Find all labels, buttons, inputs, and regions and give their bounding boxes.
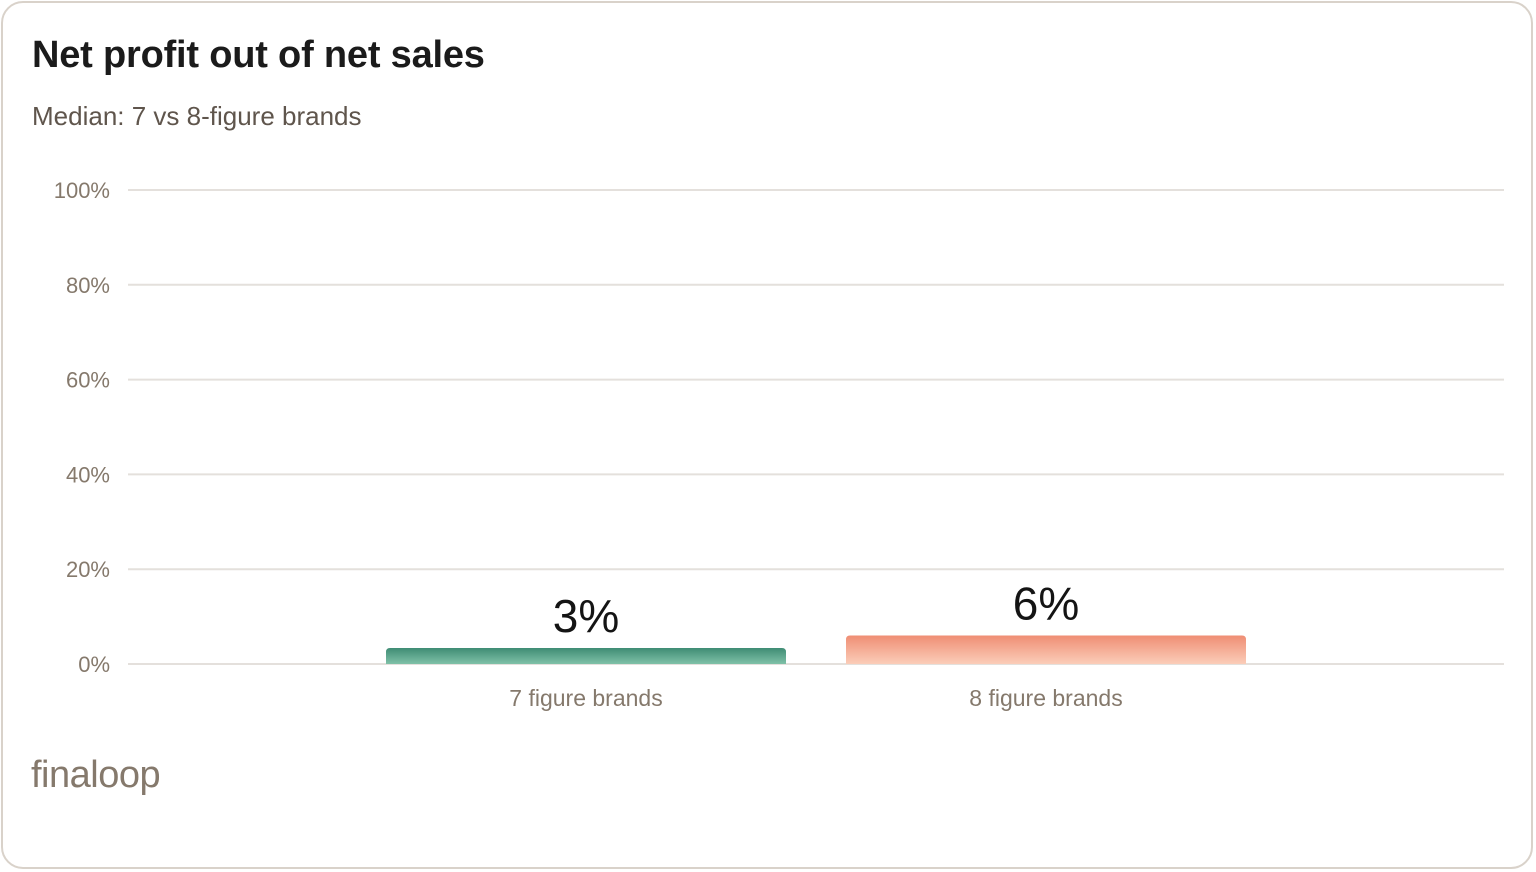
finaloop-logo: finaloop — [31, 744, 161, 796]
x-tick-label: 7 figure brands — [509, 685, 662, 711]
logo-text: finaloop — [31, 754, 161, 796]
chart-title: Net profit out of net sales — [32, 34, 485, 76]
x-tick-label: 8 figure brands — [969, 685, 1122, 711]
value-labels: 3% 6% — [553, 578, 1079, 642]
bar-value-label: 6% — [1013, 578, 1079, 630]
y-tick-label: 80% — [66, 273, 110, 298]
x-axis-ticks: 7 figure brands 8 figure brands — [509, 685, 1122, 711]
chart-subtitle: Median: 7 vs 8-figure brands — [32, 101, 362, 131]
gridlines — [128, 189, 1504, 665]
y-tick-label: 20% — [66, 557, 110, 582]
bar-eight-figure-brands — [846, 635, 1246, 664]
y-tick-label: 60% — [66, 368, 110, 393]
y-axis-ticks: 0% 20% 40% 60% 80% 100% — [54, 178, 110, 677]
bar-value-label: 3% — [553, 590, 619, 642]
y-tick-label: 40% — [66, 462, 110, 487]
bar-seven-figure-brands — [386, 648, 786, 664]
bars — [386, 635, 1246, 664]
y-tick-label: 100% — [54, 178, 110, 203]
y-tick-label: 0% — [78, 652, 110, 677]
